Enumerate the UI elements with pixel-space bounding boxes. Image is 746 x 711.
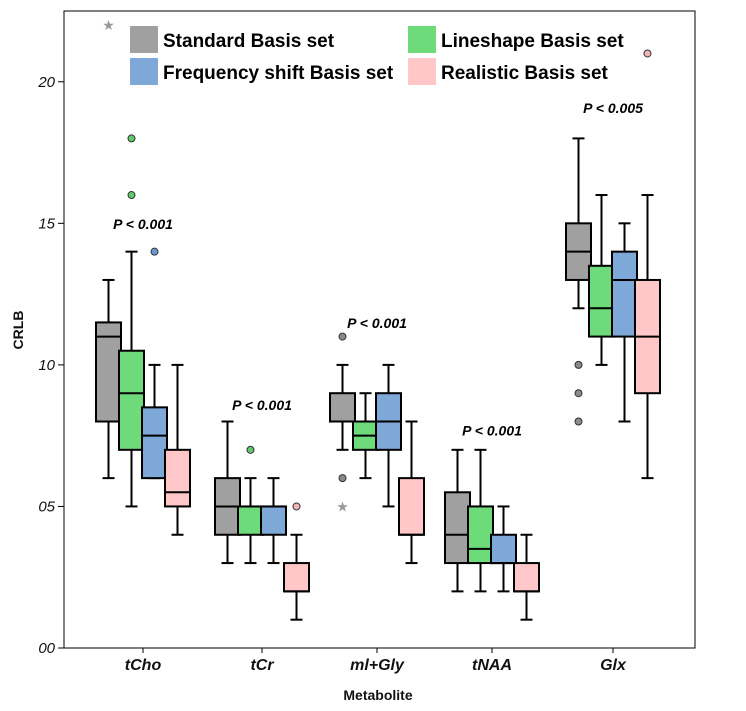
legend-swatch (408, 26, 436, 53)
outlier-point (127, 134, 136, 143)
legend-item: Lineshape Basis set (408, 26, 624, 53)
y-axis: 00 05 10 15 20 (37, 74, 64, 657)
box (260, 505, 287, 536)
outlier-point (292, 502, 301, 511)
legend-label: Standard Basis set (163, 31, 335, 52)
outlier-point (643, 49, 652, 58)
p-value-label: P < 0.001 (347, 315, 407, 331)
x-axis-title: Metabolite (343, 687, 412, 703)
legend-label: Frequency shift Basis set (163, 63, 394, 84)
box-group: ★ (329, 332, 425, 565)
legend-label: Lineshape Basis set (441, 31, 624, 52)
box (611, 250, 638, 338)
box-group (565, 49, 661, 480)
outlier-point (338, 332, 347, 341)
p-value-label: P < 0.001 (462, 423, 522, 439)
outlier-point (127, 191, 136, 200)
box (329, 392, 356, 423)
p-value-label: P < 0.001 (113, 216, 173, 232)
outlier-point (150, 247, 159, 256)
y-axis-title: CRLB (10, 311, 26, 350)
outlier-point (574, 360, 583, 369)
box (237, 505, 264, 536)
p-value-annotations: P < 0.001 P < 0.001 P < 0.001 P < 0.001 P < … (113, 100, 643, 439)
legend-item: Realistic Basis set (408, 58, 609, 85)
x-tick-label: tCho (125, 657, 162, 674)
box (588, 264, 615, 338)
legend-swatch (130, 26, 158, 53)
outlier-point (246, 445, 255, 454)
box (513, 562, 540, 593)
x-tick-label: Glx (600, 657, 627, 674)
legend-swatch (408, 58, 436, 85)
legend: Standard Basis set Lineshape Basis set Fre… (130, 26, 624, 85)
p-value-label: P < 0.005 (583, 100, 643, 116)
y-tick-label: 05 (38, 498, 55, 515)
box (95, 321, 122, 423)
box (467, 505, 494, 565)
box (283, 562, 310, 593)
x-tick-label: ml+Gly (350, 657, 405, 674)
box-group: ★ (95, 18, 191, 536)
y-tick-label: 00 (38, 640, 55, 657)
box (444, 491, 471, 565)
box-groups: ★★ (95, 18, 661, 621)
extreme-point: ★ (336, 499, 349, 515)
box (490, 533, 517, 565)
y-tick-label: 10 (38, 357, 55, 374)
x-tick-label: tCr (250, 657, 274, 674)
y-tick-label: 15 (38, 215, 55, 232)
box-group (444, 448, 540, 621)
outlier-point (338, 474, 347, 483)
box (141, 406, 168, 480)
outlier-point (574, 417, 583, 426)
x-axis: tCho tCr ml+Gly tNAA Glx (125, 648, 627, 674)
extreme-point: ★ (102, 18, 115, 34)
box (398, 477, 425, 536)
legend-item: Standard Basis set (130, 26, 335, 53)
box (164, 448, 191, 508)
y-tick-label: 20 (37, 74, 55, 91)
legend-item: Frequency shift Basis set (130, 58, 394, 85)
p-value-label: P < 0.001 (232, 397, 292, 413)
box (118, 349, 145, 451)
x-tick-label: tNAA (472, 657, 512, 674)
legend-swatch (130, 58, 158, 85)
box-group (214, 420, 310, 621)
legend-label: Realistic Basis set (441, 63, 609, 84)
outlier-point (574, 389, 583, 398)
